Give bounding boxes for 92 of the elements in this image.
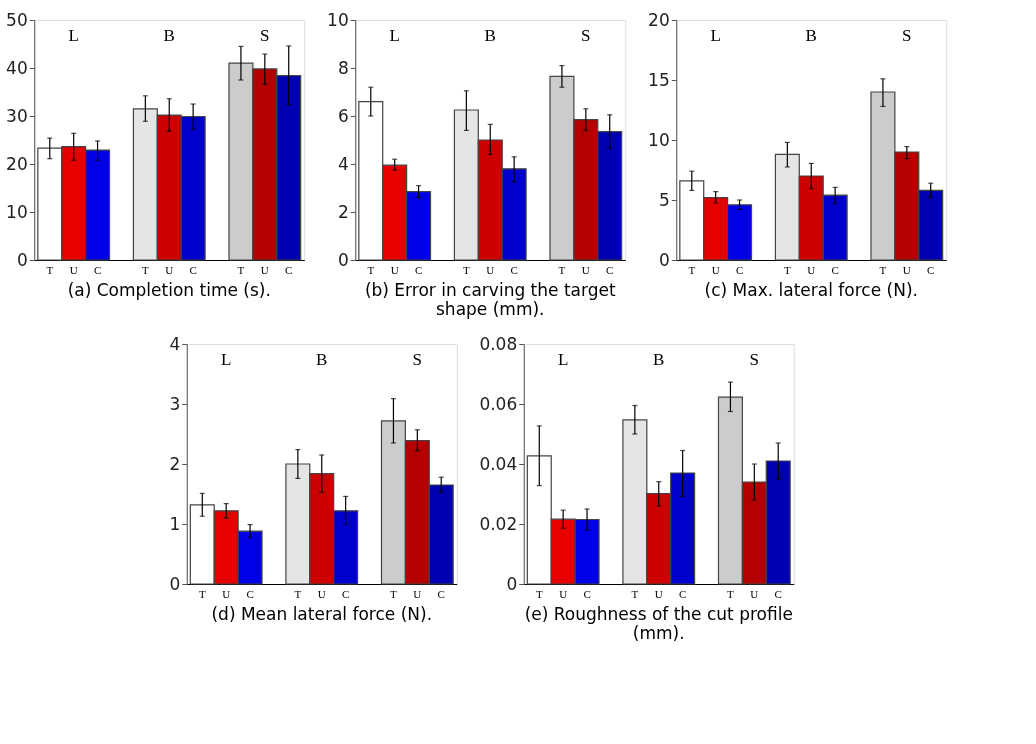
x-tick-label: C [774,587,782,600]
x-tick-label: T [688,263,696,276]
x-tick-label: C [341,587,350,600]
y-tick-label: 30 [6,105,28,126]
x-tick-label: U [581,263,590,276]
text: (a) Completion time (s). [67,280,271,300]
y-tick-label: 0 [658,249,670,270]
y-tick-label: 1 [169,513,181,534]
annotation: S [749,350,760,369]
x-tick-label: T [783,263,791,276]
x-tick-label: U [222,587,231,600]
x-tick-label: C [189,263,197,276]
x-tick-label: T [237,263,245,276]
y-tick-label: 6 [337,105,349,126]
x-tick-label: C [285,263,293,276]
x-tick-label: U [413,587,422,600]
x-tick-label: C [735,263,744,276]
x-tick-label: T [631,587,639,600]
y-tick-label: 10 [327,9,349,30]
y-tick-label: 5 [658,189,670,210]
x-tick-label: C [246,587,254,600]
annotation: B [163,26,175,45]
annotation: L [710,26,721,45]
text: (e) Roughness of the cut profile (mm). [524,604,793,643]
x-tick-label: U [654,587,663,600]
x-tick-label: U [807,263,816,276]
annotation: B [653,350,665,369]
annotation: S [412,350,423,369]
y-tick-label: 2 [337,201,349,222]
y-tick-label: 0 [506,573,518,594]
annotation: B [484,26,496,45]
annotation: L [68,26,79,45]
y-tick-label: 20 [6,153,28,174]
annotation: S [260,26,270,45]
y-tick-label: 0.06 [479,393,518,414]
x-tick-label: C [414,263,423,276]
x-tick-label: T [46,263,54,276]
y-tick-label: 40 [6,57,28,78]
x-tick-label: C [678,587,687,600]
x-tick-label: U [750,587,759,600]
annotation: B [316,350,328,369]
x-tick-label: U [390,263,399,276]
x-tick-label: C [583,587,591,600]
y-tick-label: 8 [337,57,349,78]
y-tick-label: 15 [648,69,670,90]
x-tick-label: T [727,587,735,600]
x-tick-label: T [390,587,398,600]
y-tick-label: 3 [169,393,181,414]
x-tick-label: U [486,263,495,276]
text: (d) Mean lateral force (N). [211,604,433,624]
y-tick-label: 0.02 [479,513,518,534]
annotation: S [581,26,591,45]
y-tick-label: 50 [6,9,28,30]
y-tick-label: 10 [6,201,28,222]
y-tick-label: 4 [169,333,181,354]
y-tick-label: 4 [337,153,349,174]
y-tick-label: 0.08 [479,333,518,354]
y-tick-label: 20 [648,9,670,30]
x-tick-label: T [558,263,566,276]
y-tick-label: 0 [169,573,181,594]
x-tick-label: T [198,587,206,600]
x-tick-label: T [535,587,543,600]
text: (c) Max. lateral force (N). [704,280,918,300]
y-tick-label: 0.04 [479,453,518,474]
x-tick-label: U [317,587,326,600]
y-tick-label: 10 [648,129,670,150]
x-tick-label: U [711,263,720,276]
annotation: L [557,350,569,369]
annotation: L [389,26,400,45]
y-tick-label: 0 [337,249,349,270]
y-tick-label: 2 [169,453,181,474]
x-tick-label: U [69,263,78,276]
x-tick-label: U [902,263,911,276]
x-tick-label: C [606,263,614,276]
x-tick-label: U [260,263,269,276]
x-tick-label: U [165,263,174,276]
x-tick-label: T [141,263,149,276]
x-tick-label: C [93,263,102,276]
annotation: S [902,26,912,45]
x-tick-label: T [879,263,887,276]
annotation: L [220,350,232,369]
x-tick-label: C [831,263,839,276]
x-tick-label: T [367,263,375,276]
x-tick-label: T [462,263,470,276]
y-tick-label: 0 [16,249,28,270]
x-tick-label: U [559,587,568,600]
annotation: B [805,26,817,45]
x-tick-label: C [510,263,518,276]
x-tick-label: C [927,263,935,276]
x-tick-label: T [294,587,302,600]
text: (b) Error in carving the target shape (mm). [364,280,616,319]
x-tick-label: C [437,587,445,600]
